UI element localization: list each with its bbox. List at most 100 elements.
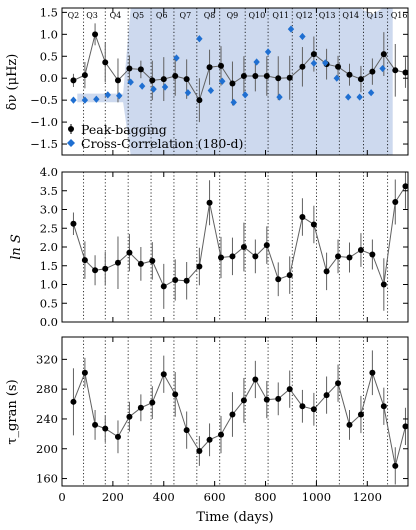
cc-diamond-point	[310, 59, 318, 67]
quarter-label-q4: Q4	[110, 11, 122, 20]
data-point	[137, 260, 144, 267]
cc-diamond-point	[93, 95, 100, 103]
data-point	[380, 51, 387, 58]
cc-diamond-point	[219, 77, 226, 85]
data-point	[357, 411, 364, 418]
y-axis-ticks-2: 160 200 240 280 320	[36, 352, 408, 486]
data-point	[70, 398, 77, 405]
cc-diamond-point	[241, 91, 249, 99]
data-point	[310, 406, 317, 413]
quarter-label-q15: Q15	[367, 11, 384, 20]
x-tick-label: 0	[58, 490, 65, 504]
data-point	[335, 253, 342, 260]
y-tick-label: −0.5	[30, 93, 58, 107]
y-tick-label: −1.5	[30, 137, 58, 151]
x-axis-ticks-1	[61, 172, 368, 322]
data-point	[160, 76, 167, 83]
quarter-label-q2: Q2	[68, 11, 80, 20]
data-point	[149, 257, 156, 264]
data-point	[102, 265, 109, 272]
series-layer	[70, 350, 408, 485]
data-point	[92, 421, 99, 428]
quarter-labels-layer: Q2 Q3 Q4 Q5 Q6 Q7 Q8 Q9 Q10 Q11 Q12 Q13 Q14 Q15 Q16	[68, 11, 408, 20]
data-point	[380, 403, 387, 410]
data-point	[183, 76, 190, 83]
legend-cc-marker	[67, 139, 75, 147]
cc-diamond-point	[70, 96, 77, 104]
cc-diamond-point	[173, 54, 180, 62]
data-point	[114, 433, 121, 440]
data-point	[369, 369, 376, 376]
x-tick-label: 800	[255, 490, 277, 504]
cc-diamond-point	[184, 89, 192, 97]
data-point	[402, 423, 408, 430]
series-layer	[70, 172, 408, 311]
y-axis-ticks-0: −1.5 −1.0 −0.5 0.0 0.5 1.0 1.5	[30, 5, 408, 151]
quarter-label-q16: Q16	[391, 11, 408, 20]
x-axis-ticks-2: 0 200 400 600 800 1000 1200	[58, 337, 382, 504]
data-point	[299, 403, 306, 410]
data-point	[196, 263, 203, 270]
data-point	[402, 69, 408, 76]
cc-diamond-point	[333, 74, 340, 82]
cc-diamond-point	[127, 78, 134, 86]
legend-peak-label: Peak-bagging	[81, 122, 167, 137]
data-point	[335, 380, 342, 387]
cc-diamond-point	[150, 85, 157, 93]
cc-diamond-point	[230, 98, 237, 106]
y-tick-label: 1.0	[40, 278, 58, 292]
quarter-label-q5: Q5	[132, 11, 144, 20]
y-tick-label: 280	[36, 382, 58, 396]
series-line	[72, 371, 406, 467]
data-point	[402, 183, 408, 190]
cc-diamond-point	[299, 32, 306, 41]
data-point	[126, 249, 133, 256]
data-point	[392, 462, 399, 469]
y-tick-label: 0.0	[40, 315, 58, 329]
data-point	[137, 66, 144, 73]
data-point	[149, 77, 156, 84]
data-point	[218, 254, 225, 261]
data-point	[70, 77, 77, 84]
y-tick-label: 1.5	[40, 5, 58, 19]
data-point	[335, 63, 342, 70]
y-tick-label: 160	[36, 472, 58, 486]
data-point	[126, 413, 133, 420]
data-point	[81, 257, 88, 264]
data-point	[346, 71, 353, 78]
data-point	[218, 62, 225, 69]
panel-frequency-shift: Q2 Q3 Q4 Q5 Q6 Q7 Q8 Q9 Q10 Q11 Q12 Q13 Q14 Q15 Q16 Pe…	[5, 5, 409, 156]
data-point	[240, 73, 247, 80]
y-tick-label: 1.0	[40, 27, 58, 41]
y-tick-label: 0.5	[40, 49, 58, 63]
series-line	[72, 186, 406, 288]
panel-granulation-timescale: 160 200 240 280 320 0 200 400 600 800 1000 1200 τ_…	[5, 336, 409, 525]
data-point	[196, 447, 203, 454]
data-point	[346, 254, 353, 261]
legend-cc-label: Cross-Correlation (180-d)	[81, 136, 243, 151]
cc-diamond-point	[264, 48, 272, 56]
data-point	[286, 74, 293, 81]
quarter-lines-layer	[83, 8, 389, 155]
y-tick-label: −1.0	[30, 115, 58, 129]
data-point	[392, 199, 399, 205]
data-point	[369, 251, 376, 258]
data-point	[252, 253, 259, 260]
data-point	[323, 268, 330, 275]
data-point	[310, 221, 317, 228]
cc-diamond-point	[104, 91, 111, 99]
panel-ln-s: 0.0 0.5 1.0 1.5 2.0 2.5 3.0 3.5 4.0 ln S	[9, 165, 409, 329]
cc-diamond-point	[356, 93, 363, 101]
plot-frame-2	[61, 336, 409, 487]
y-tick-label: 3.0	[40, 203, 58, 217]
legend: Peak-bagging Cross-Correlation (180-d)	[67, 122, 243, 151]
cc-diamond-point	[379, 64, 386, 73]
cc-diamond-point	[253, 58, 260, 66]
data-point	[275, 75, 282, 82]
data-point	[172, 277, 179, 283]
data-point	[392, 67, 399, 74]
cc-diamond-point	[287, 25, 295, 33]
cc-diamond-point	[116, 92, 123, 100]
data-point	[229, 80, 236, 87]
quarter-label-q10: Q10	[249, 11, 266, 20]
